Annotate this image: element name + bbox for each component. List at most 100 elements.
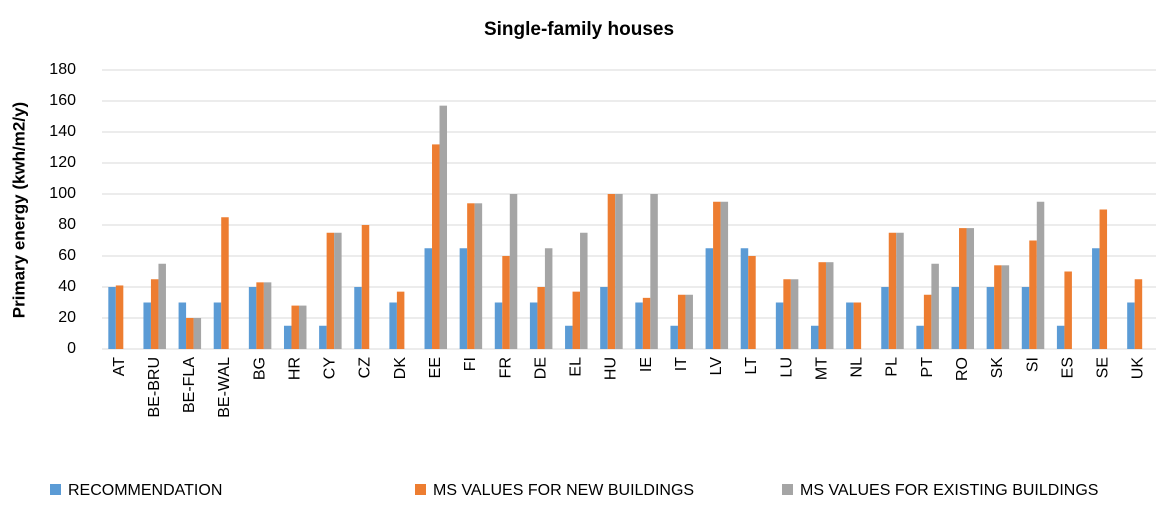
bar <box>748 256 756 349</box>
bar <box>959 228 967 349</box>
bar <box>888 232 897 349</box>
bar <box>580 232 588 349</box>
x-tick-label: LV <box>708 357 725 376</box>
y-tick-label: 180 <box>49 61 76 78</box>
chart-title: Single-family houses <box>484 19 674 40</box>
y-tick-label: 120 <box>49 154 76 171</box>
bar <box>790 279 799 349</box>
x-tick-label: HR <box>286 357 303 380</box>
x-tick-label: LT <box>743 357 760 375</box>
bar <box>966 228 975 349</box>
bar <box>810 325 819 349</box>
x-tick-label: MT <box>813 357 830 380</box>
x-tick-label: BE-WAL <box>216 357 233 418</box>
bar <box>986 287 995 349</box>
x-tick-label: FR <box>497 357 514 378</box>
bar <box>263 282 272 349</box>
bar <box>896 232 904 349</box>
bar <box>1029 240 1037 349</box>
y-tick-label: 20 <box>58 309 76 326</box>
bar <box>931 263 939 349</box>
bar <box>783 279 791 349</box>
x-tick-label: CY <box>322 357 339 380</box>
bar <box>361 225 370 349</box>
y-tick-label: 40 <box>58 278 76 295</box>
bar <box>1001 265 1010 349</box>
bar <box>334 232 342 349</box>
bar <box>572 291 581 349</box>
x-tick-label: NL <box>849 357 866 378</box>
bar <box>326 232 335 349</box>
bar <box>502 256 510 349</box>
bar <box>600 287 608 349</box>
bar <box>256 282 264 349</box>
bar <box>509 194 518 349</box>
bar <box>881 287 889 349</box>
bar <box>923 294 932 349</box>
bar <box>1092 248 1100 349</box>
x-tick-label: AT <box>111 357 128 376</box>
bar <box>1036 201 1045 349</box>
legend-label: MS VALUES FOR NEW BUILDINGS <box>433 482 694 499</box>
bar <box>319 325 327 349</box>
bar <box>642 297 651 349</box>
bar <box>1021 287 1030 349</box>
x-tick-label: EE <box>427 357 444 378</box>
legend-swatch <box>415 484 426 495</box>
bar <box>994 265 1002 349</box>
x-tick-label: EL <box>568 357 585 377</box>
bar <box>565 325 573 349</box>
legend-swatch <box>50 484 61 495</box>
x-tick-label: IT <box>673 357 690 371</box>
x-tick-label: HU <box>603 357 620 380</box>
x-tick-label: PT <box>919 357 936 378</box>
bar <box>607 194 616 349</box>
x-tick-label: DE <box>532 357 549 379</box>
bar <box>825 262 834 349</box>
y-tick-label: 80 <box>58 216 76 233</box>
x-tick-label: BE-BRU <box>146 357 163 417</box>
x-tick-label: SE <box>1095 357 1112 378</box>
bar <box>951 287 960 349</box>
y-axis-label: Primary energy (kwh/m2/y) <box>9 102 28 318</box>
bar <box>705 248 714 349</box>
bar <box>1134 279 1143 349</box>
bar <box>396 291 405 349</box>
x-tick-label: DK <box>392 357 409 380</box>
bar <box>846 302 854 349</box>
bar <box>354 287 362 349</box>
y-tick-label: 0 <box>67 340 76 357</box>
bar <box>853 302 862 349</box>
bar <box>283 325 292 349</box>
x-tick-label: SK <box>989 357 1006 379</box>
bar <box>529 302 538 349</box>
x-tick-label: RO <box>954 357 971 381</box>
bar <box>1127 302 1135 349</box>
bar <box>1099 209 1108 349</box>
bar <box>650 194 658 349</box>
bar <box>775 302 784 349</box>
bar <box>1056 325 1065 349</box>
bar <box>291 305 299 349</box>
bar <box>150 279 159 349</box>
bar <box>439 105 448 350</box>
bar <box>467 203 475 349</box>
x-tick-label: FI <box>462 357 479 371</box>
legend-label: RECOMMENDATION <box>68 482 222 499</box>
x-tick-label: BG <box>251 357 268 380</box>
y-tick-label: 140 <box>49 123 76 140</box>
bar <box>186 318 194 349</box>
bar <box>178 302 187 349</box>
bar <box>248 287 257 349</box>
bar <box>677 294 686 349</box>
bar <box>213 302 222 349</box>
bar <box>685 294 693 349</box>
bar <box>221 217 229 349</box>
bar <box>713 201 721 349</box>
bar <box>537 287 545 349</box>
x-tick-label: PL <box>884 357 901 377</box>
bar <box>298 305 307 349</box>
bar <box>158 263 166 349</box>
bar <box>115 285 124 349</box>
